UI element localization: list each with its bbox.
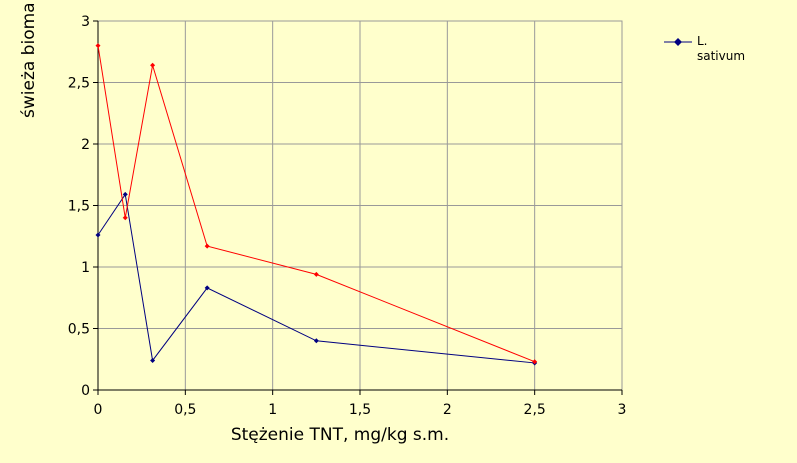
data-point bbox=[122, 191, 128, 197]
data-point bbox=[95, 232, 101, 238]
data-point bbox=[204, 243, 210, 249]
y-tick-label: 1 bbox=[81, 260, 90, 276]
y-axis-label: świeża bioma bbox=[19, 2, 39, 118]
x-axis-label: Stężenie TNT, mg/kg s.m. bbox=[231, 425, 449, 445]
data-point bbox=[150, 62, 156, 68]
x-tick-label: 0 bbox=[94, 402, 103, 418]
series-line bbox=[97, 193, 535, 364]
x-tick-label: 3 bbox=[618, 402, 627, 418]
y-tick-label: 2 bbox=[81, 137, 90, 153]
y-tick-label: 3 bbox=[81, 14, 90, 30]
data-point bbox=[313, 271, 319, 277]
x-tick-label: 2 bbox=[443, 402, 452, 418]
x-tick-label: 2,5 bbox=[524, 402, 546, 418]
y-tick-label: 1,5 bbox=[68, 199, 90, 215]
data-point bbox=[150, 357, 156, 363]
data-point bbox=[313, 338, 319, 344]
series-line bbox=[97, 45, 535, 363]
y-tick-label: 2,5 bbox=[68, 76, 90, 92]
data-point bbox=[532, 359, 538, 365]
data-point bbox=[204, 285, 210, 291]
legend-label: L. sativum bbox=[697, 34, 746, 63]
data-point bbox=[122, 215, 128, 221]
data-point bbox=[95, 43, 101, 49]
x-tick-label: 1 bbox=[268, 402, 277, 418]
x-tick-label: 1,5 bbox=[349, 402, 371, 418]
y-tick-label: 0 bbox=[81, 383, 90, 399]
x-tick-label: 0,5 bbox=[174, 402, 196, 418]
y-tick-label: 0,5 bbox=[68, 322, 90, 338]
legend-marker bbox=[674, 38, 682, 46]
